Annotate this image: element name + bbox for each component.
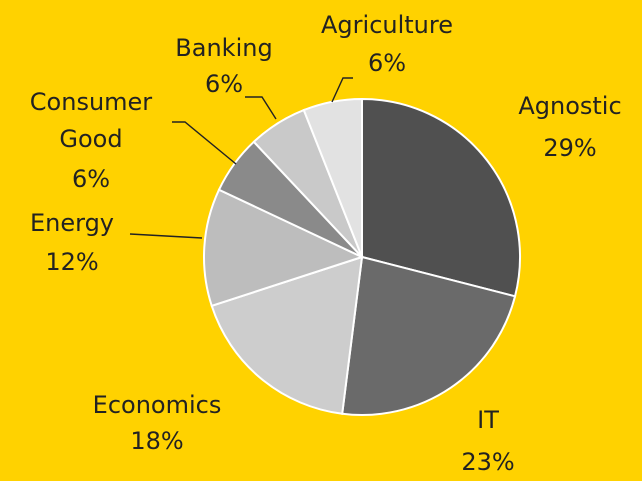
data-label-consumer-good-name-line2: Good [59, 125, 122, 153]
leader-line-energy [129, 233, 203, 239]
leader-lines [129, 77, 353, 239]
data-label-energy-percent: 12% [45, 248, 98, 276]
pie-slice-it [341, 255, 517, 416]
data-label-it-percent: 23% [461, 448, 514, 476]
leader-line-consumer-good [172, 121, 237, 165]
data-label-consumer-good-name-line1: Consumer [30, 88, 153, 116]
leader-line-agriculture [331, 77, 353, 103]
data-label-economics-percent: 18% [130, 427, 183, 455]
data-label-consumer-good-percent: 6% [72, 165, 110, 193]
pie-slice-energy [203, 188, 365, 308]
data-label-energy-name: Energy [30, 209, 114, 237]
data-label-agnostic-percent: 29% [543, 134, 596, 162]
data-label-agriculture-percent: 6% [368, 49, 406, 77]
pie-slice-economics [210, 255, 364, 415]
data-label-economics-name: Economics [93, 391, 222, 419]
data-label-banking-name: Banking [175, 34, 272, 62]
pie-slices [203, 97, 521, 416]
data-label-banking-percent: 6% [205, 70, 243, 98]
leader-line-banking [245, 96, 277, 120]
data-label-agnostic-name: Agnostic [518, 92, 621, 120]
pie-slice-agnostic [361, 97, 521, 298]
data-labels: Agnostic 29% IT 23% Economics 18% Energy… [30, 11, 622, 476]
data-label-it-name: IT [477, 406, 499, 434]
data-label-agriculture-name: Agriculture [321, 11, 453, 39]
